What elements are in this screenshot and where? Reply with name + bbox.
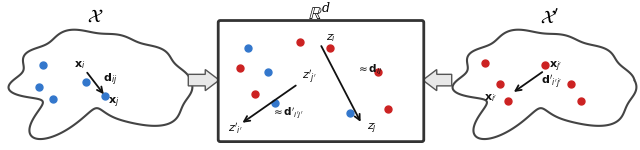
Text: $\approx \mathbf{d}_{ij}$: $\approx \mathbf{d}_{ij}$ (356, 63, 382, 77)
Polygon shape (423, 70, 452, 91)
Text: $\mathbf{x}_j$: $\mathbf{x}_j$ (108, 96, 120, 110)
Text: $z'_{i'}$: $z'_{i'}$ (228, 121, 243, 136)
Text: $\mathbf{d}_{ij}$: $\mathbf{d}_{ij}$ (104, 71, 118, 88)
Text: $\mathcal{X}$: $\mathcal{X}$ (87, 8, 104, 26)
Text: $\approx \mathbf{d}'_{i'j'}$: $\approx \mathbf{d}'_{i'j'}$ (271, 106, 304, 120)
Text: $z_j$: $z_j$ (367, 122, 377, 136)
Polygon shape (188, 70, 220, 91)
Text: $z'_{j'}$: $z'_{j'}$ (302, 69, 317, 86)
Text: $\mathbb{R}^d$: $\mathbb{R}^d$ (308, 2, 332, 23)
Polygon shape (452, 30, 636, 139)
Text: $\mathcal{X}'$: $\mathcal{X}'$ (540, 7, 559, 26)
FancyBboxPatch shape (218, 21, 424, 142)
Polygon shape (8, 30, 193, 139)
Text: $\mathbf{x}_{i'}$: $\mathbf{x}_{i'}$ (484, 92, 497, 104)
Text: $z_i$: $z_i$ (326, 32, 336, 44)
Text: $\mathbf{d}'_{i'j'}$: $\mathbf{d}'_{i'j'}$ (541, 74, 562, 91)
Text: $\mathbf{x}_{j'}$: $\mathbf{x}_{j'}$ (548, 60, 562, 74)
Text: $\mathbf{x}_i$: $\mathbf{x}_i$ (74, 60, 85, 71)
